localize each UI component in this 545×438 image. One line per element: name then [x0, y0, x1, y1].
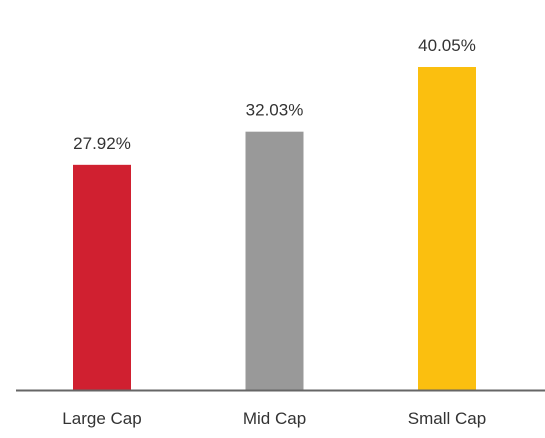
bar-large-cap [73, 164, 131, 390]
bar-mid-cap [245, 131, 304, 390]
x-tick-labels-group: Large Cap Mid Cap Small Cap [62, 409, 486, 428]
data-label-large-cap: 27.92% [73, 134, 131, 153]
data-label-mid-cap: 32.03% [246, 101, 304, 120]
x-tick-label-small-cap: Small Cap [408, 409, 486, 428]
x-tick-label-mid-cap: Mid Cap [243, 409, 306, 428]
data-label-small-cap: 40.05% [418, 36, 476, 55]
bar-small-cap [418, 67, 476, 390]
x-tick-label-large-cap: Large Cap [62, 409, 141, 428]
data-labels-group: 27.92% 32.03% 40.05% [73, 36, 476, 153]
bars-group [73, 67, 476, 390]
